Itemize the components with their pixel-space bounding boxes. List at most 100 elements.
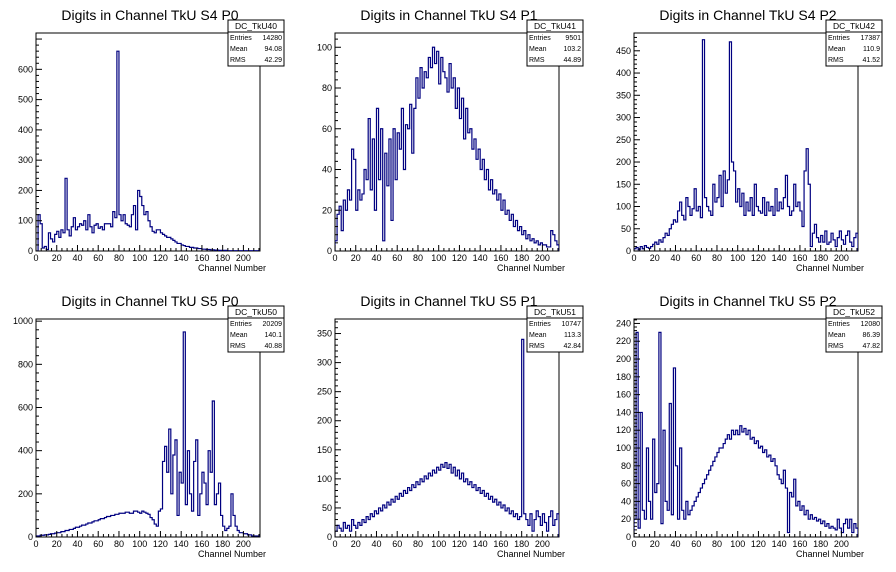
stats-box: DC_TkU41 Entries 9501 Mean 103.2 RMS 44.89 — [526, 19, 584, 67]
x-tick-label: 200 — [236, 539, 251, 549]
x-tick-label: 60 — [392, 253, 402, 263]
y-tick-label: 400 — [18, 125, 33, 135]
stats-key: RMS — [529, 343, 545, 350]
y-tick-label: 400 — [616, 68, 631, 78]
y-tick-label: 180 — [616, 372, 631, 382]
y-tick-label: 300 — [317, 358, 332, 368]
histogram-series — [335, 338, 559, 537]
x-tick-label: 60 — [93, 539, 103, 549]
y-tick-label: 200 — [616, 354, 631, 364]
plot-title: Digits in Channel TkU S4 P1 — [360, 7, 537, 23]
stats-value: 42.84 — [563, 343, 581, 350]
y-tick-label: 400 — [18, 446, 33, 456]
x-tick-label: 180 — [813, 539, 828, 549]
x-tick-label: 20 — [351, 539, 361, 549]
x-tick-label: 0 — [332, 539, 337, 549]
stats-box-name: DC_TkU41 — [534, 21, 576, 31]
stats-box-name: DC_TkU51 — [534, 307, 576, 317]
stats-key: Mean — [828, 46, 846, 53]
stats-box: DC_TkU51 Entries 10747 Mean 113.3 RMS 42.84 — [526, 305, 584, 353]
stats-value: 110.9 — [863, 46, 880, 53]
stats-key: Mean — [230, 332, 248, 339]
x-tick-label: 0 — [33, 539, 38, 549]
y-tick-label: 0 — [626, 532, 631, 542]
y-tick-label: 50 — [621, 224, 631, 234]
stats-box: DC_TkU40 Entries 14280 Mean 94.08 RMS 42.29 — [227, 19, 285, 67]
x-tick-label: 80 — [413, 253, 423, 263]
x-tick-label: 0 — [332, 253, 337, 263]
y-tick-label: 0 — [626, 246, 631, 256]
y-tick-label: 100 — [18, 216, 33, 226]
x-tick-label: 0 — [631, 539, 636, 549]
x-tick-label: 200 — [535, 539, 550, 549]
stats-value: 103.2 — [563, 46, 581, 53]
plot-title: Digits in Channel TkU S4 P0 — [61, 7, 238, 23]
x-tick-label: 160 — [493, 253, 508, 263]
x-tick-label: 120 — [452, 253, 467, 263]
x-tick-label: 180 — [215, 253, 230, 263]
plot-frame — [633, 32, 859, 252]
stats-box-frame — [825, 305, 883, 353]
stats-value: 17387 — [861, 35, 881, 42]
x-tick-label: 40 — [670, 539, 680, 549]
x-tick-label: 40 — [72, 539, 82, 549]
stats-box-name: DC_TkU50 — [235, 307, 277, 317]
y-tick-label: 250 — [317, 387, 332, 397]
stats-key: Mean — [529, 46, 547, 53]
histogram-pad-3: Digits in Channel TkU S4 P2 0 20 40 60 80 100 1… — [616, 7, 883, 273]
x-axis-label: Channel Number — [796, 549, 864, 559]
stats-box-name: DC_TkU40 — [235, 21, 277, 31]
stats-key: Mean — [529, 332, 547, 339]
stats-key: Entries — [230, 321, 252, 328]
y-tick-label: 800 — [18, 359, 33, 369]
x-tick-label: 180 — [813, 253, 828, 263]
stats-value: 94.08 — [264, 46, 282, 53]
x-tick-label: 200 — [834, 253, 849, 263]
x-tick-label: 20 — [351, 253, 361, 263]
histogram-pad-4: Digits in Channel TkU S5 P0 0 20 40 60 80 100 1… — [13, 293, 285, 559]
x-tick-label: 120 — [751, 253, 766, 263]
x-tick-label: 160 — [194, 253, 209, 263]
y-tick-label: 450 — [616, 46, 631, 56]
stats-value: 20209 — [263, 321, 283, 328]
x-tick-label: 100 — [730, 539, 745, 549]
stats-value: 10747 — [562, 321, 582, 328]
y-tick-label: 40 — [322, 165, 332, 175]
stats-key: Entries — [529, 321, 551, 328]
y-tick-label: 0 — [327, 532, 332, 542]
histogram-pad-6: Digits in Channel TkU S5 P2 0 20 40 60 80 100 1… — [616, 293, 883, 559]
y-tick-label: 1000 — [13, 316, 33, 326]
y-tick-label: 350 — [616, 90, 631, 100]
y-tick-label: 100 — [616, 202, 631, 212]
stats-box-name: DC_TkU42 — [833, 21, 875, 31]
histogram-pad-1: Digits in Channel TkU S4 P0 0 20 40 60 80 100 1… — [18, 7, 285, 273]
x-tick-label: 200 — [834, 539, 849, 549]
stats-box: DC_TkU42 Entries 17387 Mean 110.9 RMS 41.52 — [825, 19, 883, 67]
y-tick-label: 50 — [322, 503, 332, 513]
histogram-pad-5: Digits in Channel TkU S5 P1 0 20 40 60 80 100 1… — [317, 293, 584, 559]
y-tick-label: 140 — [616, 407, 631, 417]
x-axis-label: Channel Number — [796, 263, 864, 273]
stats-value: 44.89 — [563, 57, 581, 64]
stats-key: Entries — [828, 35, 850, 42]
y-tick-label: 500 — [18, 95, 33, 105]
x-tick-label: 140 — [174, 539, 189, 549]
histogram-series — [36, 50, 260, 251]
x-tick-label: 160 — [194, 539, 209, 549]
plot-frame — [633, 318, 859, 538]
stats-key: Mean — [230, 46, 248, 53]
stats-box-frame — [526, 305, 584, 353]
stats-box: DC_TkU50 Entries 20209 Mean 140.1 RMS 40.88 — [227, 305, 285, 353]
y-tick-label: 600 — [18, 64, 33, 74]
y-tick-label: 60 — [322, 124, 332, 134]
y-tick-label: 0 — [327, 246, 332, 256]
stats-key: RMS — [230, 343, 246, 350]
x-tick-label: 40 — [371, 539, 381, 549]
x-axis-label: Channel Number — [198, 263, 266, 273]
x-tick-label: 20 — [52, 253, 62, 263]
x-tick-label: 100 — [431, 539, 446, 549]
x-tick-label: 0 — [33, 253, 38, 263]
x-tick-label: 120 — [153, 253, 168, 263]
plot-title: Digits in Channel TkU S5 P2 — [659, 293, 836, 309]
x-tick-label: 160 — [493, 539, 508, 549]
